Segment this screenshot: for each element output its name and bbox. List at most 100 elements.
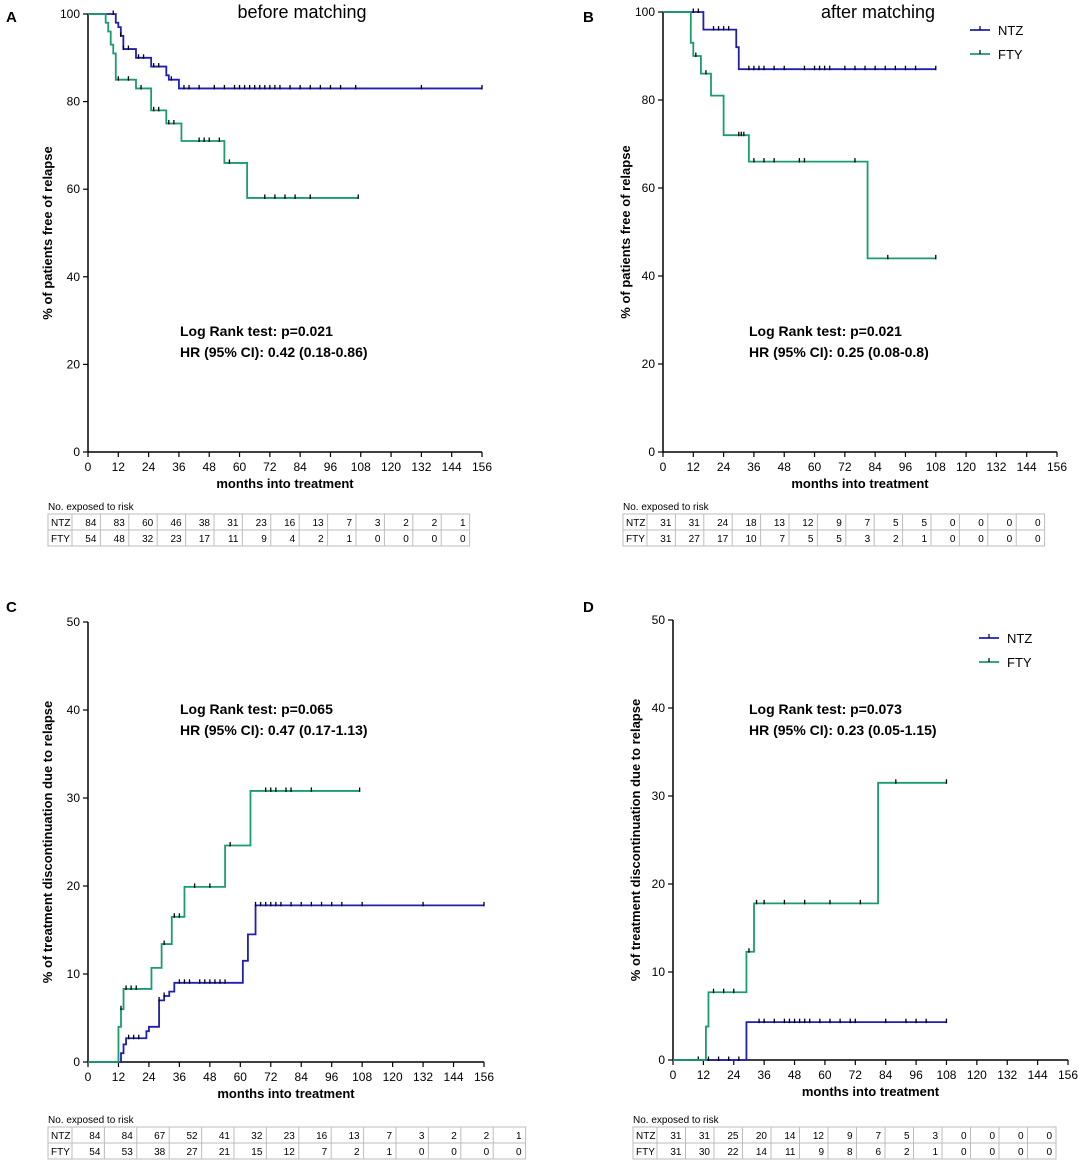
y-tick-label: 100 — [635, 5, 655, 19]
x-tick-label: 24 — [727, 1068, 741, 1082]
risk-cell: 11 — [785, 1147, 796, 1158]
stats-annotation: HR (95% CI): 0.25 (0.08-0.8) — [749, 344, 929, 360]
risk-cell: 0 — [961, 1131, 967, 1142]
chart-panel-d: 0 12 24 36 48 60 72 84 96 108 120 132 144 15601020304… — [628, 613, 1078, 1160]
x-tick-label: 60 — [234, 1070, 248, 1084]
x-tick-label: 24 — [142, 1070, 156, 1084]
risk-cell: 53 — [122, 1147, 134, 1158]
x-tick-label: 120 — [956, 460, 976, 474]
risk-cell: 0 — [460, 534, 466, 545]
x-tick-label: 60 — [808, 460, 822, 474]
risk-cell: 5 — [836, 534, 842, 545]
x-tick-label: 0 — [670, 1068, 677, 1082]
risk-cell: 13 — [312, 518, 324, 529]
risk-cell: 46 — [170, 518, 182, 529]
x-tick-label: 24 — [717, 460, 731, 474]
risk-cell: 17 — [199, 534, 211, 545]
x-tick-label: 36 — [757, 1068, 771, 1082]
x-tick-label: 0 — [660, 460, 667, 474]
legend-label-fty: FTY — [1007, 655, 1032, 670]
risk-cell: 38 — [199, 518, 211, 529]
x-axis-title: months into treatment — [802, 1084, 940, 1099]
legend-label-ntz: NTZ — [1007, 631, 1032, 646]
risk-cell: 5 — [893, 518, 899, 529]
risk-cell: 21 — [219, 1147, 231, 1158]
risk-cell: 84 — [89, 1131, 101, 1142]
risk-cell: 0 — [516, 1147, 522, 1158]
stats-annotation: HR (95% CI): 0.42 (0.18-0.86) — [180, 344, 368, 360]
y-tick-label: 50 — [652, 613, 666, 627]
risk-cell: 7 — [346, 518, 352, 529]
y-tick-label: 20 — [642, 357, 656, 371]
risk-cell: 0 — [432, 534, 438, 545]
risk-cell: 13 — [774, 518, 786, 529]
risk-cell: 3 — [419, 1131, 425, 1142]
x-tick-label: 36 — [173, 1070, 187, 1084]
risk-cell: 7 — [322, 1147, 328, 1158]
risk-cell: 2 — [893, 534, 899, 545]
x-tick-label: 60 — [233, 460, 247, 474]
risk-cell: 1 — [346, 534, 352, 545]
risk-cell: 12 — [802, 518, 814, 529]
risk-cell: 10 — [745, 534, 757, 545]
risk-cell: 12 — [284, 1147, 296, 1158]
stats-annotation: Log Rank test: p=0.021 — [180, 323, 333, 339]
risk-cell: 9 — [261, 534, 267, 545]
risk-row-label: NTZ — [51, 518, 70, 529]
risk-cell: 48 — [114, 534, 126, 545]
series-line-ntz — [663, 11, 936, 71]
risk-cell: 20 — [756, 1131, 768, 1142]
x-tick-label: 96 — [909, 1068, 923, 1082]
x-tick-label: 0 — [85, 460, 92, 474]
y-tick-label: 40 — [652, 701, 666, 715]
risk-cell: 7 — [875, 1131, 881, 1142]
chart-panel-a: 0 12 24 36 48 60 72 84 96 108 120 132 144 15602040608… — [40, 2, 492, 547]
stats-annotation: Log Rank test: p=0.065 — [180, 701, 333, 717]
x-tick-label: 48 — [203, 460, 217, 474]
x-tick-label: 108 — [351, 460, 371, 474]
y-axis-title: % of patients free of relapse — [40, 146, 55, 319]
x-tick-label: 48 — [203, 1070, 217, 1084]
x-tick-label: 120 — [381, 460, 401, 474]
risk-cell: 0 — [961, 1147, 967, 1158]
y-tick-label: 20 — [67, 357, 81, 371]
x-tick-label: 12 — [697, 1068, 711, 1082]
x-tick-label: 84 — [868, 460, 882, 474]
y-tick-label: 40 — [642, 269, 656, 283]
risk-cell: 54 — [85, 534, 97, 545]
x-tick-label: 84 — [295, 1070, 309, 1084]
risk-cell: 38 — [154, 1147, 166, 1158]
y-tick-label: 80 — [642, 93, 656, 107]
risk-cell: 9 — [847, 1131, 853, 1142]
risk-cell: 3 — [375, 518, 381, 529]
risk-cell: 30 — [699, 1147, 711, 1158]
risk-cell: 0 — [1007, 518, 1013, 529]
x-tick-label: 132 — [411, 460, 431, 474]
risk-cell: 3 — [865, 534, 871, 545]
risk-cell: 31 — [227, 518, 239, 529]
risk-table-header: No. exposed to risk — [633, 1115, 720, 1126]
risk-cell: 13 — [348, 1131, 360, 1142]
risk-row-label: FTY — [626, 534, 645, 545]
y-tick-label: 40 — [67, 703, 81, 717]
x-tick-label: 156 — [474, 1070, 494, 1084]
panel-label-a: A — [6, 9, 17, 26]
x-tick-label: 96 — [899, 460, 913, 474]
risk-cell: 0 — [978, 534, 984, 545]
risk-table-header: No. exposed to risk — [623, 502, 710, 513]
risk-cell: 5 — [921, 518, 927, 529]
y-tick-label: 10 — [67, 967, 81, 981]
risk-table-header: No. exposed to risk — [48, 502, 135, 513]
x-tick-label: 12 — [112, 1070, 126, 1084]
x-tick-label: 156 — [1058, 1068, 1078, 1082]
risk-cell: 7 — [386, 1131, 392, 1142]
x-tick-label: 84 — [293, 460, 307, 474]
x-tick-label: 132 — [413, 1070, 433, 1084]
x-tick-label: 72 — [838, 460, 852, 474]
y-tick-label: 0 — [648, 445, 655, 459]
y-tick-label: 60 — [67, 182, 81, 196]
risk-cell: 2 — [451, 1131, 457, 1142]
risk-cell: 31 — [689, 518, 701, 529]
risk-cell: 0 — [989, 1131, 995, 1142]
risk-row-label: FTY — [636, 1147, 655, 1158]
